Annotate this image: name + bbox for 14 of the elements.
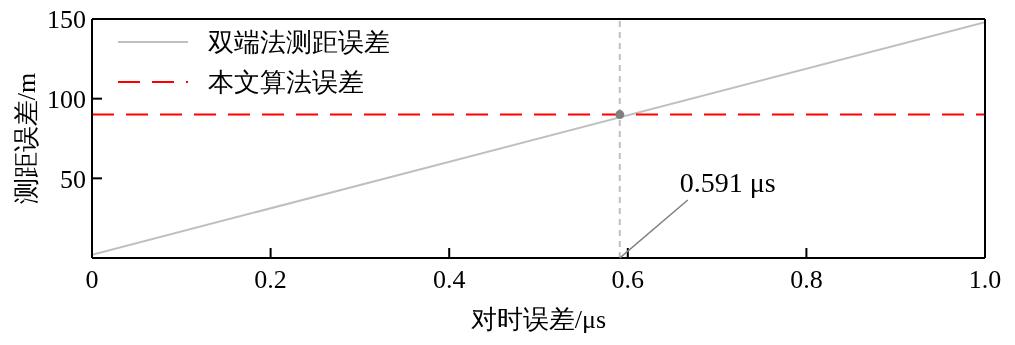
y-tick-label: 100 xyxy=(47,84,86,114)
x-tick-label: 0.2 xyxy=(254,265,287,295)
y-tick-label: 50 xyxy=(60,164,86,194)
annotation: 0.591 μs xyxy=(679,167,776,198)
x-tick-label: 0.6 xyxy=(611,265,645,295)
x-tick-label: 0 xyxy=(85,265,99,295)
y-tick-label: 150 xyxy=(47,5,86,35)
legend-label: 双端法测距误差 xyxy=(208,26,390,59)
x-tick-label: 1.0 xyxy=(968,265,1002,295)
y-axis-title: 测距误差/m xyxy=(12,72,42,205)
legend-label: 本文算法误差 xyxy=(208,66,364,99)
x-tick-label: 0.8 xyxy=(790,265,823,295)
x-tick-label: 0.4 xyxy=(432,265,466,295)
x-axis-title: 对时误差/μs xyxy=(470,305,607,334)
